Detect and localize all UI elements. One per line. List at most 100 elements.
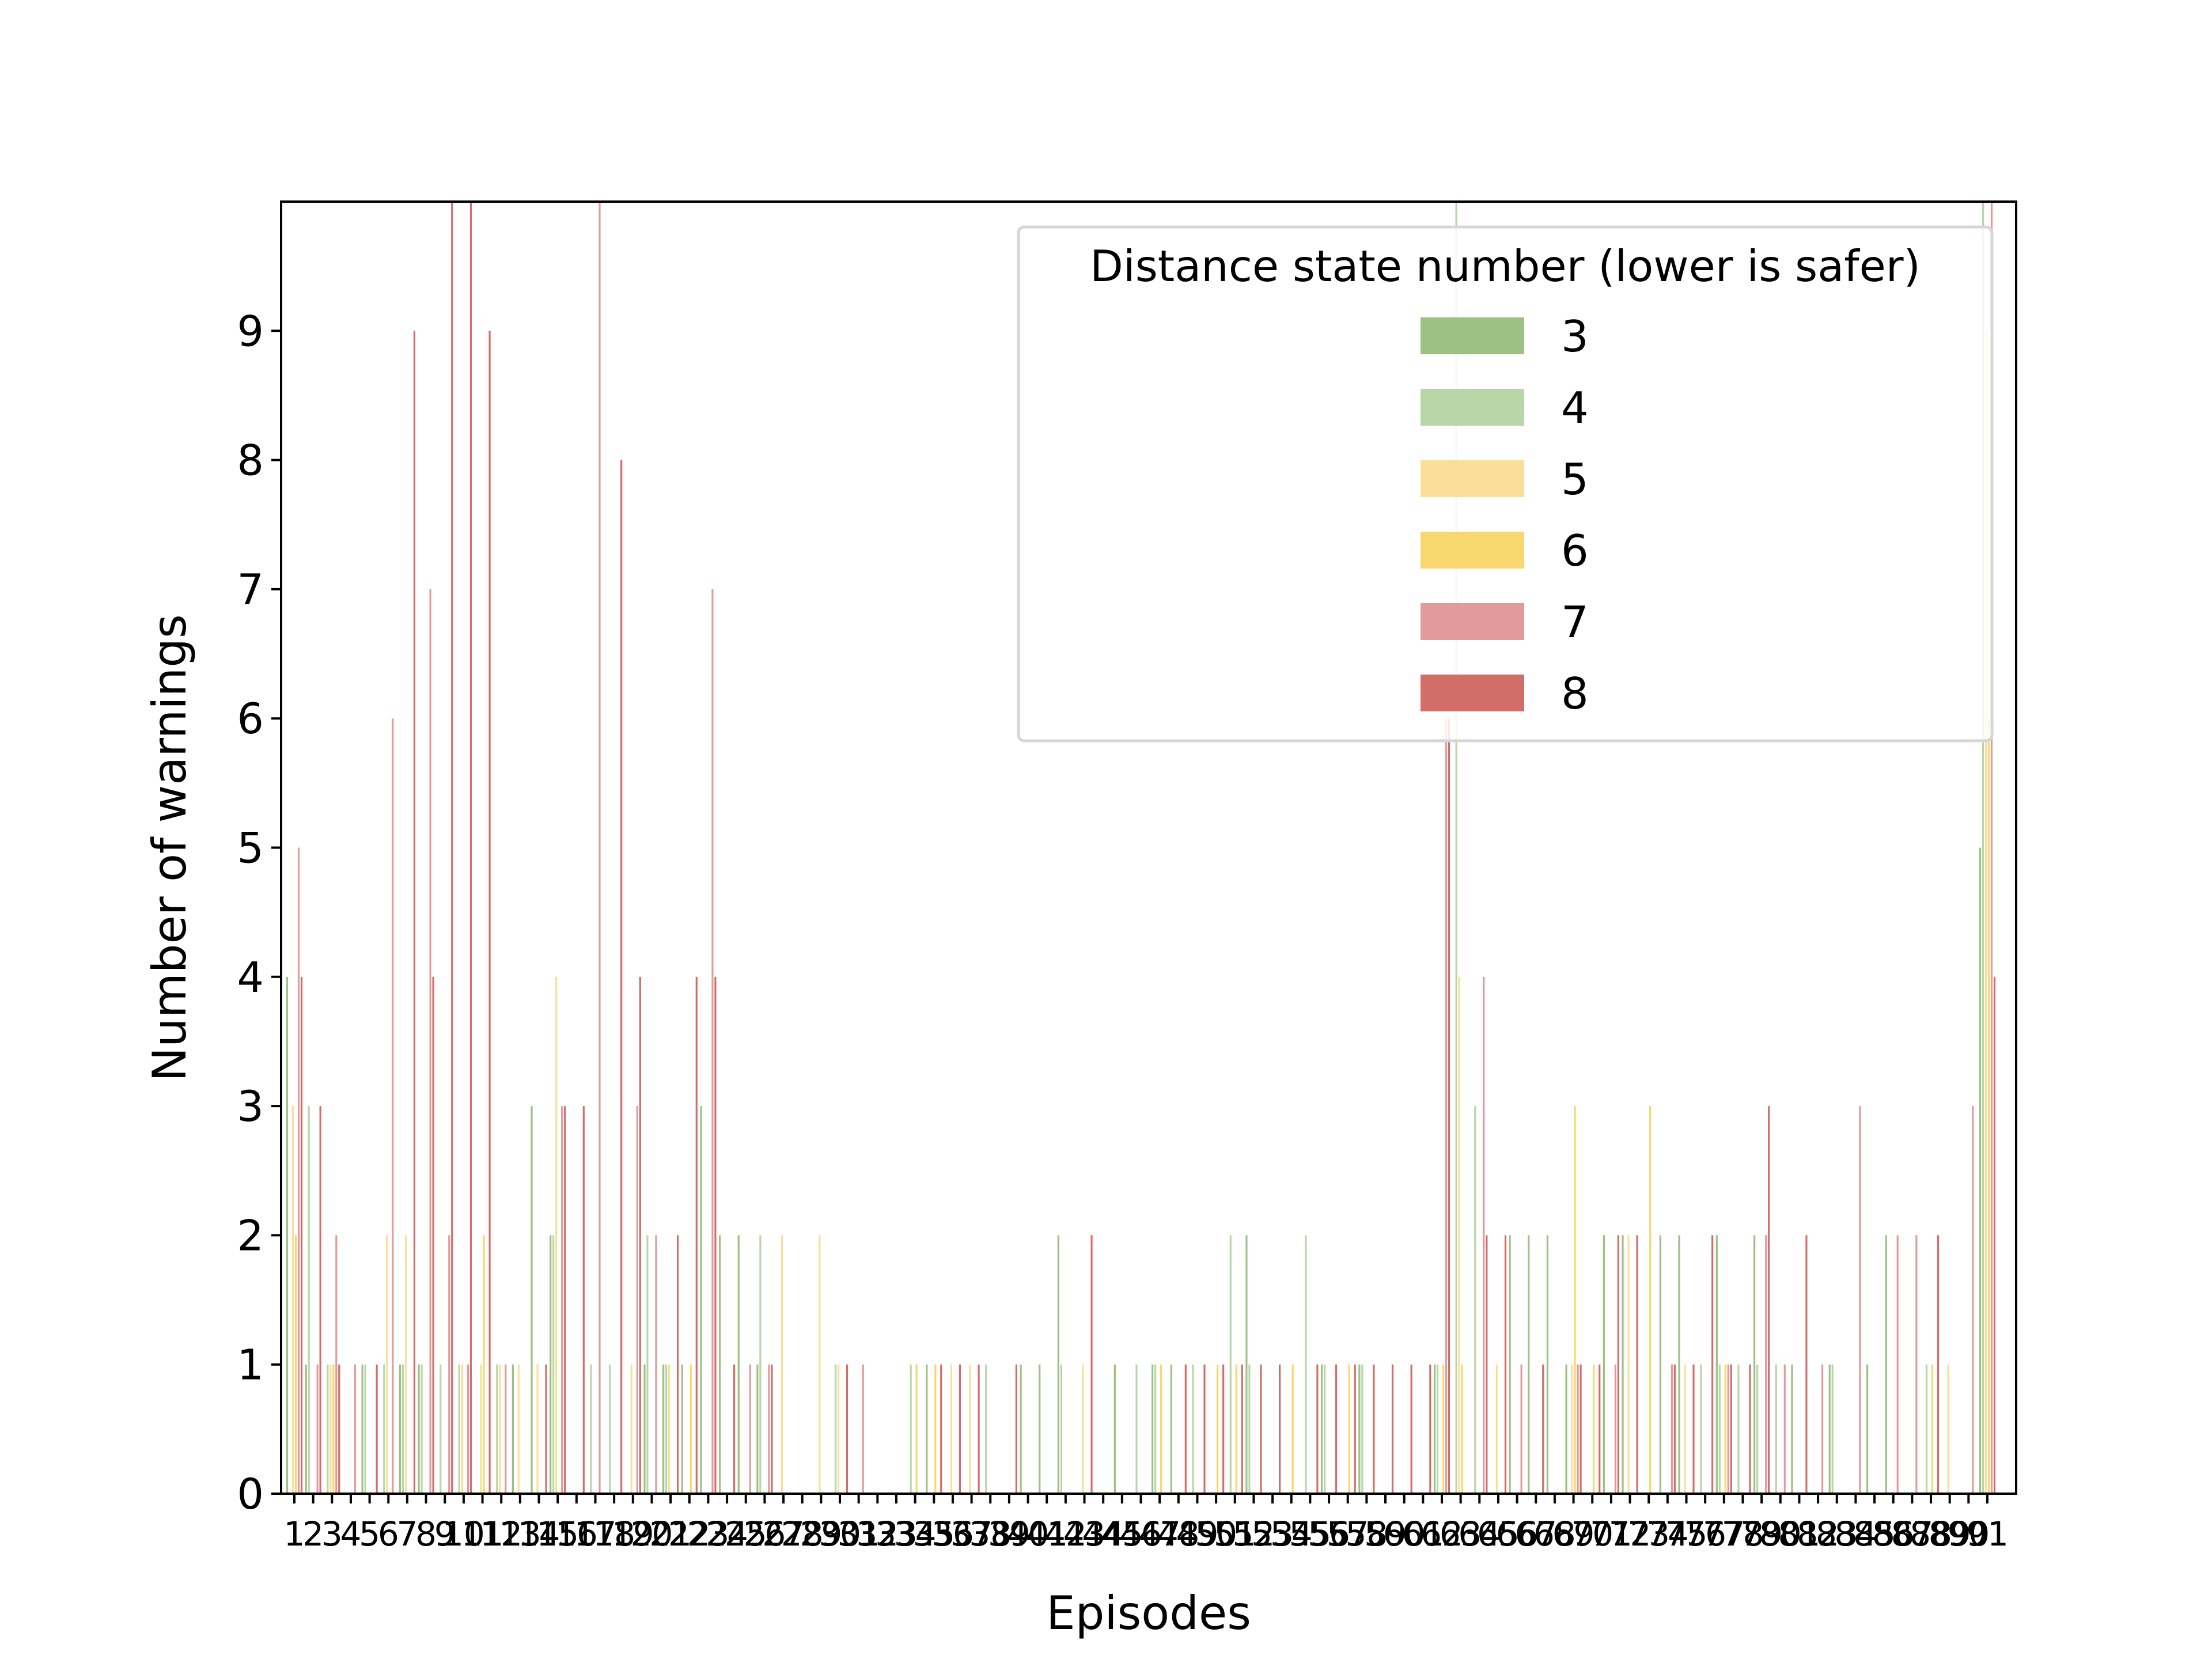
x-tick-label: 43 <box>1063 1514 1106 1554</box>
x-tick-label: 6 <box>378 1514 399 1554</box>
bar-series-6-episode-77 <box>1724 1364 1726 1494</box>
bar-series-3-episode-47 <box>1152 1364 1154 1494</box>
y-axis-title: Number of warnings <box>143 614 196 1081</box>
x-tick-label: 12 <box>480 1514 522 1554</box>
x-tick-label: 19 <box>612 1514 654 1554</box>
bar-series-7-episode-4 <box>354 1364 357 1494</box>
bar-series-8-episode-11 <box>488 331 491 1494</box>
bar-series-7-episode-20 <box>655 1235 657 1494</box>
bar-series-7-episode-26 <box>768 1364 770 1494</box>
bar-series-6-episode-1 <box>294 1235 297 1494</box>
bar-series-6-episode-62 <box>1442 1364 1445 1494</box>
x-tick-label: 91 <box>1966 1514 2009 1554</box>
x-tick-label: 20 <box>631 1514 673 1554</box>
bar-series-4-episode-88 <box>1925 1364 1928 1494</box>
bar-series-5-episode-3 <box>329 1364 332 1494</box>
x-tick-label: 79 <box>1740 1514 1783 1554</box>
y-tick-label: 0 <box>237 1470 264 1519</box>
bar-series-5-episode-19 <box>630 1364 632 1494</box>
bar-series-6-episode-70 <box>1593 1364 1595 1494</box>
bar-series-3-episode-79 <box>1753 1235 1756 1494</box>
bar-series-4-episode-6 <box>383 1364 385 1494</box>
bar-series-8-episode-23 <box>714 976 717 1494</box>
x-tick-label: 77 <box>1703 1514 1745 1554</box>
bar-series-6-episode-35 <box>934 1364 937 1494</box>
bar-series-3-episode-24 <box>718 1235 721 1494</box>
bar-series-3-episode-1 <box>286 976 289 1494</box>
bar-series-4-episode-83 <box>1831 1364 1834 1494</box>
x-tick-label: 36 <box>931 1514 974 1554</box>
x-tick-label: 60 <box>1383 1514 1426 1554</box>
bar-series-3-episode-86 <box>1885 1235 1887 1494</box>
bar-series-7-episode-8 <box>429 589 431 1494</box>
bar-series-4-episode-47 <box>1154 1364 1157 1494</box>
x-tick-label: 2 <box>302 1514 324 1554</box>
bar-series-8-episode-60 <box>1410 1364 1412 1494</box>
bar-series-8-episode-22 <box>695 976 698 1494</box>
y-tick-label: 8 <box>237 437 264 486</box>
x-tick-label: 86 <box>1872 1514 1915 1554</box>
bar-series-8-episode-19 <box>639 976 641 1494</box>
x-tick-label: 87 <box>1891 1514 1933 1554</box>
bar-series-7-episode-87 <box>1915 1235 1918 1494</box>
bar-series-8-episode-57 <box>1354 1364 1356 1494</box>
bar-series-8-episode-91 <box>1993 976 1996 1494</box>
x-tick-label: 28 <box>781 1514 824 1554</box>
x-tick-label: 22 <box>668 1514 711 1554</box>
bar-series-7-episode-71 <box>1614 1364 1616 1494</box>
bar-series-6-episode-57 <box>1348 1364 1350 1494</box>
bar-series-4-episode-8 <box>421 1364 423 1494</box>
bar-series-8-episode-36 <box>959 1364 961 1494</box>
bar-series-6-episode-54 <box>1291 1364 1294 1494</box>
bar-series-8-episode-50 <box>1222 1364 1225 1494</box>
bar-series-3-episode-5 <box>361 1364 363 1494</box>
bar-series-8-episode-62 <box>1448 718 1450 1494</box>
bar-series-3-episode-75 <box>1678 1235 1680 1494</box>
legend-swatch-3 <box>1421 317 1524 354</box>
bar-series-3-episode-77 <box>1715 1235 1718 1494</box>
bar-series-3-episode-68 <box>1546 1235 1549 1494</box>
x-tick-label: 38 <box>969 1514 1012 1554</box>
bar-series-3-episode-23 <box>700 1106 702 1494</box>
bar-series-3-episode-2 <box>305 1364 307 1494</box>
x-tick-label: 49 <box>1176 1514 1219 1554</box>
bar-series-3-episode-14 <box>531 1106 533 1494</box>
bar-series-5-episode-29 <box>819 1235 821 1494</box>
bar-series-7-episode-9 <box>448 1235 450 1494</box>
bar-series-3-episode-67 <box>1528 1235 1530 1494</box>
x-tick-label: 66 <box>1496 1514 1539 1554</box>
bar-series-3-episode-42 <box>1057 1235 1059 1494</box>
bar-series-4-episode-62 <box>1436 1364 1439 1494</box>
bar-series-5-episode-11 <box>480 1364 482 1494</box>
legend-swatch-4 <box>1421 389 1524 426</box>
x-tick-label: 9 <box>434 1514 456 1554</box>
bar-series-4-episode-49 <box>1192 1364 1194 1494</box>
bar-series-5-episode-30 <box>837 1364 840 1494</box>
x-tick-label: 58 <box>1345 1514 1388 1554</box>
x-tick-label: 70 <box>1571 1514 1613 1554</box>
bar-series-7-episode-69 <box>1577 1364 1579 1494</box>
x-tick-label: 75 <box>1665 1514 1708 1554</box>
bar-series-8-episode-1 <box>300 976 303 1494</box>
bar-series-6-episode-63 <box>1461 1364 1463 1494</box>
bar-series-8-episode-24 <box>733 1364 736 1494</box>
bar-series-8-episode-52 <box>1260 1364 1262 1494</box>
bar-series-3-episode-85 <box>1866 1364 1869 1494</box>
bar-series-3-episode-66 <box>1509 1235 1511 1494</box>
bar-series-8-episode-53 <box>1278 1364 1281 1494</box>
bar-series-5-episode-75 <box>1684 1364 1686 1494</box>
bar-series-3-episode-15 <box>550 1235 552 1494</box>
bar-series-3-episode-8 <box>418 1364 420 1494</box>
x-tick-label: 18 <box>593 1514 635 1554</box>
bar-series-3-episode-25 <box>737 1235 740 1494</box>
bar-series-4-episode-38 <box>985 1364 987 1494</box>
bar-series-5-episode-37 <box>969 1364 971 1494</box>
bar-series-7-episode-1 <box>297 847 300 1494</box>
bar-series-8-episode-51 <box>1241 1364 1243 1494</box>
bar-series-8-episode-65 <box>1504 1235 1507 1494</box>
bar-series-8-episode-74 <box>1673 1364 1676 1494</box>
x-tick-label: 31 <box>838 1514 880 1554</box>
bar-series-4-episode-56 <box>1323 1364 1326 1494</box>
x-tick-label: 26 <box>743 1514 786 1554</box>
bar-series-7-episode-82 <box>1821 1364 1824 1494</box>
